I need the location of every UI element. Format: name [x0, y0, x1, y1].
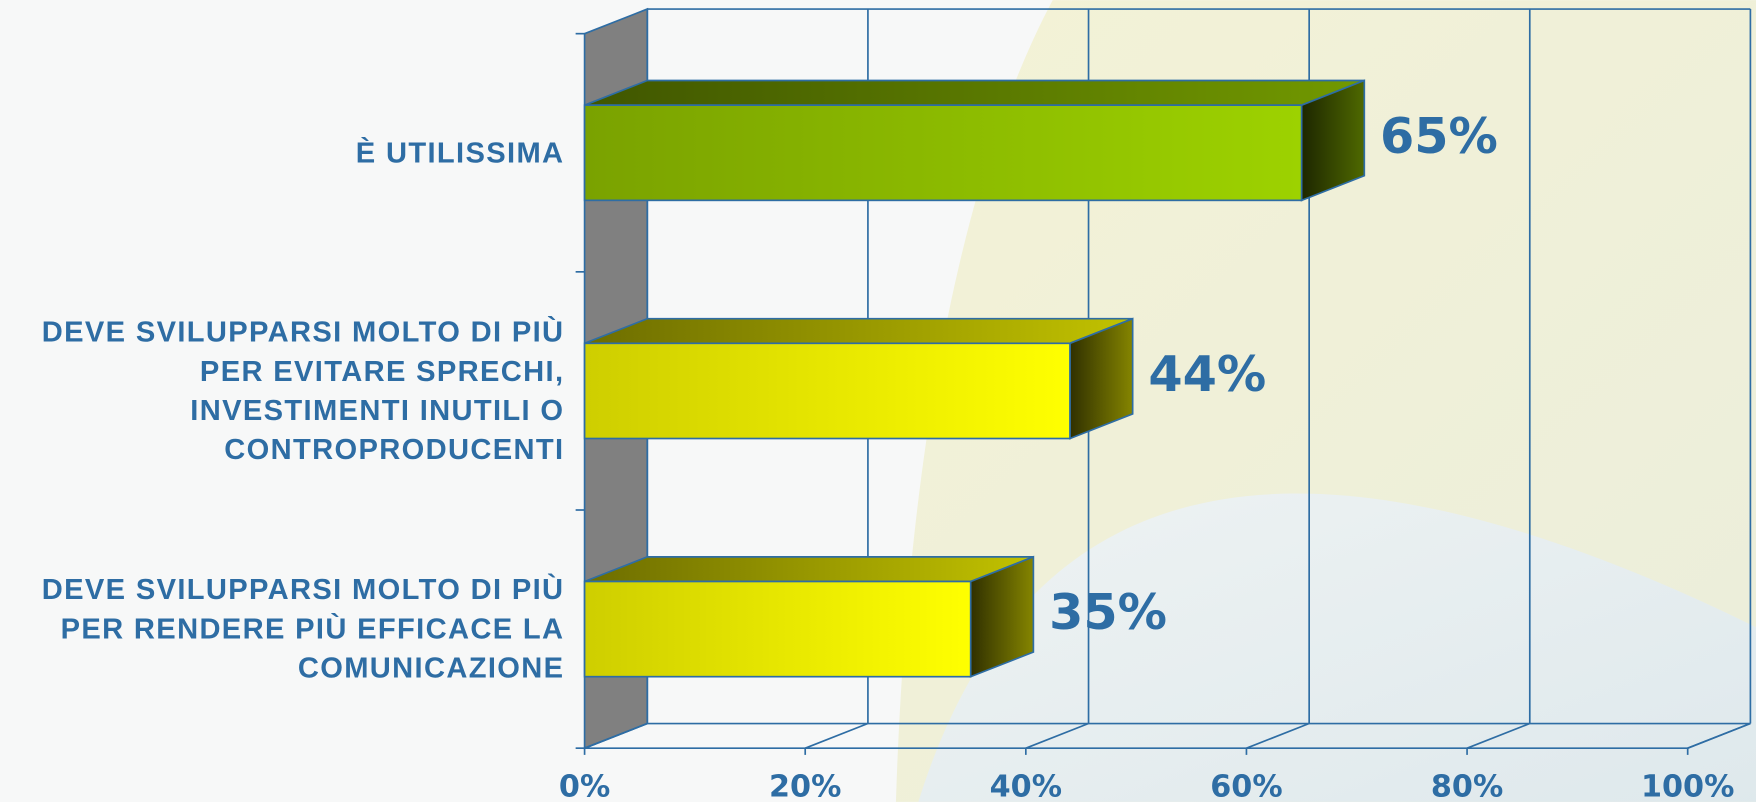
floor-grid-line — [804, 722, 869, 749]
category-label: È UTILISSIMA — [355, 135, 565, 169]
category-label: DEVE SVILUPPARSI MOLTO DI PIÙ PER EVITAR… — [41, 314, 565, 466]
category-label: DEVE SVILUPPARSI MOLTO DI PIÙ PER RENDER… — [41, 572, 565, 685]
x-tick-label: 100% — [1641, 769, 1734, 802]
floor-grid-line — [1025, 722, 1089, 749]
floor-grid-line — [1246, 722, 1310, 749]
floor-grid-line — [1466, 722, 1531, 749]
bar — [583, 104, 1303, 202]
value-label: 44% — [1148, 345, 1266, 403]
x-tick-label: 60% — [1210, 769, 1282, 802]
floor-grid-line — [1687, 722, 1751, 749]
bar-top — [584, 79, 1365, 107]
category-box: DEVE SVILUPPARSI MOLTO DI PIÙ PER EVITAR… — [41, 314, 565, 466]
value-label: 65% — [1380, 107, 1498, 165]
category-box: DEVE SVILUPPARSI MOLTO DI PIÙ PER RENDER… — [41, 572, 565, 685]
x-tick-label: 40% — [990, 769, 1062, 802]
x-tick-label: 80% — [1431, 769, 1503, 802]
floor-grid-line — [584, 722, 648, 749]
x-tick-label: 20% — [769, 769, 841, 802]
bar — [583, 580, 972, 678]
bar-top — [584, 317, 1133, 345]
bar-top — [584, 556, 1034, 583]
x-tick-label: 0% — [559, 769, 610, 802]
bar — [583, 342, 1071, 440]
value-label: 35% — [1049, 583, 1167, 641]
category-box: È UTILISSIMA — [355, 135, 565, 169]
